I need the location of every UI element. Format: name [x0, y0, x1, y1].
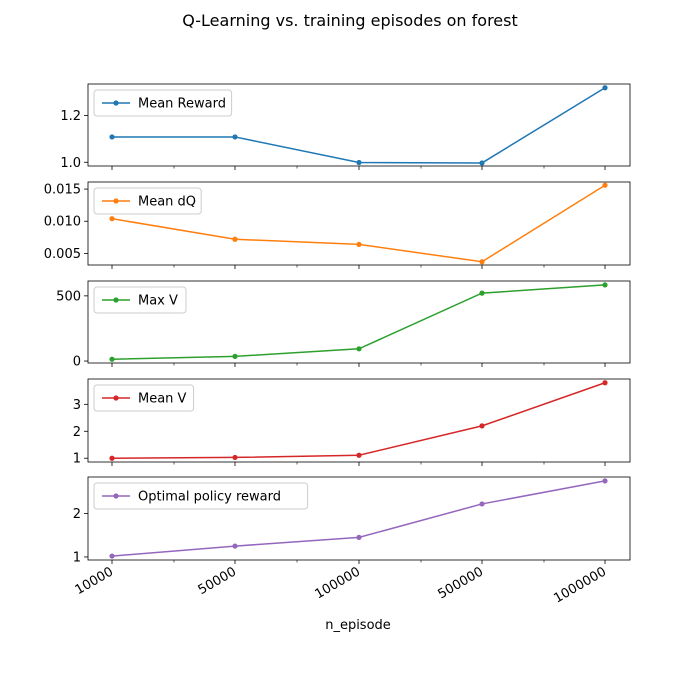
y-tick-label: 1.0 — [60, 156, 81, 171]
y-tick-label: 0.010 — [44, 215, 81, 230]
data-point — [356, 534, 362, 541]
data-point — [356, 241, 362, 248]
legend: Mean V — [93, 384, 195, 412]
data-point — [602, 380, 608, 386]
y-tick-label: 2 — [73, 425, 81, 440]
data-point — [602, 282, 608, 288]
data-point — [602, 182, 608, 188]
data-point — [479, 259, 485, 265]
chart-title: Q-Learning vs. training episodes on fore… — [182, 11, 518, 30]
axes-frame — [87, 280, 631, 364]
data-point — [479, 501, 485, 507]
data-point — [232, 543, 238, 549]
data-point — [479, 160, 485, 166]
subplot-3: 0 500 Max V — [56, 280, 631, 370]
data-point — [109, 134, 115, 140]
y-tick-label: 0 — [73, 355, 81, 370]
legend-label: Mean Reward — [138, 97, 226, 112]
legend-frame — [93, 482, 309, 510]
data-point — [109, 553, 115, 559]
subplot-5: 1 2 Optimal policy reward — [73, 476, 631, 565]
y-tick-label: 1 — [73, 452, 81, 467]
y-tick-label: 0.015 — [44, 183, 81, 198]
data-point — [602, 85, 608, 91]
legend-frame — [93, 384, 195, 412]
data-point — [356, 159, 362, 166]
data-point — [232, 454, 238, 461]
legend-label: Max V — [138, 294, 178, 309]
axes-frame — [87, 83, 631, 167]
data-point — [232, 353, 238, 359]
legend-label: Mean V — [138, 392, 187, 407]
legend-frame — [93, 89, 233, 117]
legend: Mean dQ — [93, 187, 202, 215]
subplot-4: 1 2 3 Mean V — [73, 378, 631, 467]
data-point — [356, 452, 362, 458]
y-tick-label: 1 — [73, 550, 81, 565]
legend-frame — [93, 286, 187, 314]
y-tick-label: 0.005 — [44, 247, 81, 262]
legend-marker — [113, 493, 119, 499]
legend-marker — [113, 198, 119, 204]
legend-label: Mean dQ — [138, 195, 196, 210]
subplot-1: 1.0 1.2 Mean Reward — [60, 83, 631, 171]
data-point — [356, 346, 362, 352]
y-tick-label: 500 — [56, 289, 81, 304]
y-tick-label: 3 — [73, 398, 81, 413]
legend: Mean Reward — [93, 89, 233, 117]
legend-label: Optimal policy reward — [138, 490, 281, 505]
axes-frame — [87, 181, 631, 266]
legend-frame — [93, 187, 202, 215]
legend-marker — [113, 100, 119, 106]
y-tick-label: 1.2 — [60, 109, 81, 124]
data-point — [109, 216, 115, 222]
y-tick-label: 2 — [73, 507, 81, 522]
data-point — [109, 455, 115, 461]
subplot-2: 0.005 0.010 0.015 Mean dQ — [44, 181, 631, 269]
legend: Optimal policy reward — [93, 482, 309, 510]
legend: Max V — [93, 286, 187, 314]
legend-marker — [113, 297, 119, 303]
axes-frame — [87, 476, 631, 561]
x-axis-label: n_episode — [325, 618, 391, 633]
legend-marker — [113, 395, 119, 401]
data-point — [232, 236, 238, 242]
data-point — [479, 290, 485, 296]
data-point — [602, 478, 608, 484]
data-point — [232, 134, 238, 140]
axes-frame — [87, 378, 631, 463]
data-point — [109, 356, 115, 362]
data-point — [479, 423, 485, 429]
